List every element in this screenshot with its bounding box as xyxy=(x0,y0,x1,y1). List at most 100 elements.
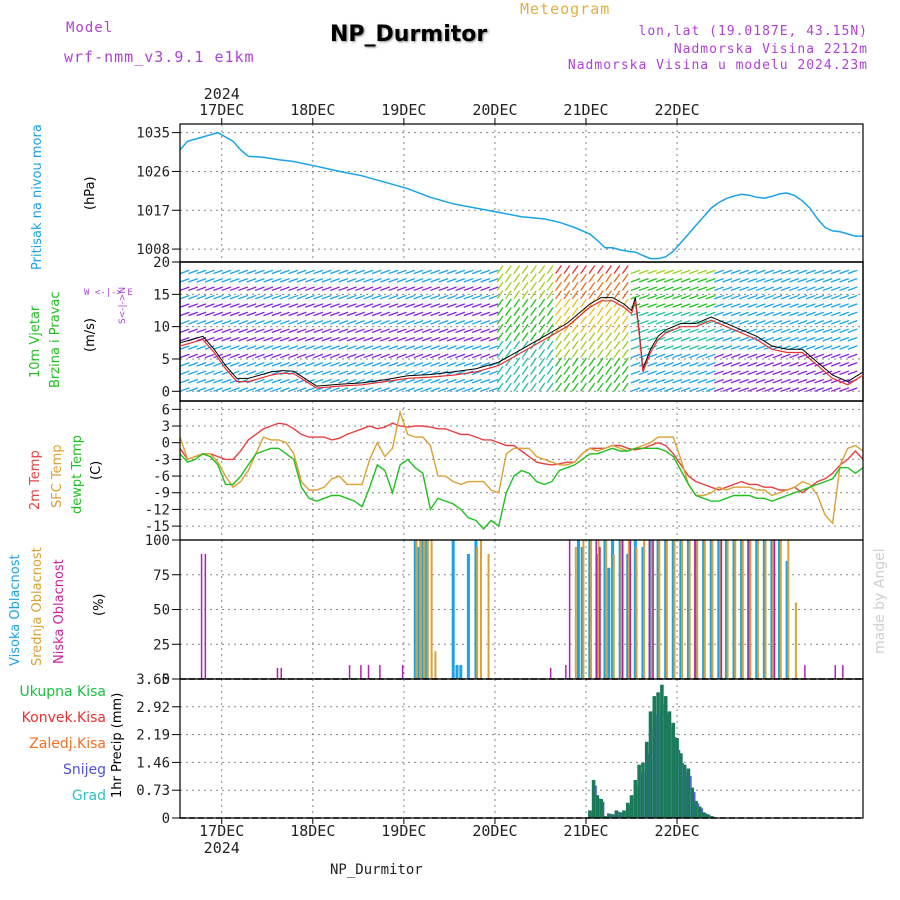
precip-bar xyxy=(652,696,657,818)
precip-bar xyxy=(633,779,638,818)
precip-bar xyxy=(671,722,676,818)
tick-label-precip-4: 2.92 xyxy=(136,700,170,716)
precip-bar xyxy=(682,764,687,818)
precip-bar xyxy=(599,798,603,818)
precip-bar xyxy=(622,810,626,818)
tick-label-temp-4: -3 xyxy=(153,452,170,468)
precip-bar xyxy=(603,816,607,818)
tick-label-cloud-0: 0 xyxy=(162,672,170,688)
day-label-top-4: 21DEC xyxy=(563,101,608,119)
precip-bar xyxy=(679,753,683,818)
tick-label-temp-5: 0 xyxy=(162,436,170,452)
tick-label-wind-2: 10 xyxy=(153,320,170,336)
year-label-bottom: 2024 xyxy=(204,839,240,857)
panel-frame-pressure xyxy=(179,123,864,263)
legend-hail: Grad xyxy=(71,788,106,804)
tick-label-precip-3: 2.19 xyxy=(136,728,170,744)
precip-bar xyxy=(591,779,596,818)
day-label-bottom-5: 22DEC xyxy=(654,822,699,840)
day-label-bottom-3: 20DEC xyxy=(472,822,517,840)
year-label-top: 2024 xyxy=(204,85,240,103)
page-title: NP_Durmitor xyxy=(330,22,488,47)
precip-bar xyxy=(618,812,622,818)
tick-label-precip-1: 0.73 xyxy=(136,783,170,799)
precip-bar xyxy=(644,741,649,818)
tick-label-temp-3: -6 xyxy=(153,469,170,485)
tick-label-temp-0: -15 xyxy=(145,519,170,535)
tick-label-cloud-2: 50 xyxy=(153,603,170,619)
day-label-bottom-2: 19DEC xyxy=(381,822,426,840)
day-label-top-3: 20DEC xyxy=(472,101,517,119)
wind-barbs xyxy=(179,265,858,392)
model-value: wrf-nmm_v3.9.1 e1km xyxy=(64,48,255,66)
tick-label-temp-7: 6 xyxy=(162,402,170,418)
precip-bar xyxy=(637,764,641,818)
tick-label-wind-4: 20 xyxy=(153,255,170,271)
precip-bar xyxy=(610,814,615,818)
precip-bar xyxy=(675,738,679,818)
precip-bar xyxy=(656,692,660,818)
day-label-top-5: 22DEC xyxy=(654,101,699,119)
temp-dewpt-line xyxy=(179,447,864,530)
tick-label-temp-2: -9 xyxy=(153,486,170,502)
tick-label-precip-0: 0 xyxy=(162,811,170,827)
day-label-top-2: 19DEC xyxy=(381,101,426,119)
precip-bar xyxy=(686,768,691,818)
wind-compass: W <-|-> E xyxy=(84,288,133,298)
precip-bar xyxy=(690,787,695,818)
precip-bar xyxy=(625,802,630,818)
precip-bar xyxy=(648,711,653,818)
tick-label-temp-1: -12 xyxy=(145,502,170,518)
precip-bar xyxy=(588,810,592,818)
legend-frz: Zaledj.Kisa xyxy=(29,736,106,752)
location-label: lon,lat (19.0187E, 43.15N) xyxy=(638,24,868,39)
footer-title: NP_Durmitor xyxy=(330,862,423,878)
temp-2m-line xyxy=(179,422,864,494)
day-label-bottom-0: 17DEC xyxy=(199,822,244,840)
precip-bar xyxy=(667,711,672,818)
day-label-bottom-4: 21DEC xyxy=(563,822,608,840)
tick-label-wind-1: 5 xyxy=(162,352,170,368)
tick-label-cloud-3: 75 xyxy=(153,568,170,584)
tick-label-temp-6: 3 xyxy=(162,419,170,435)
precip-bar xyxy=(709,816,714,818)
tick-label-precip-5: 3.65 xyxy=(136,672,170,688)
precip-bar xyxy=(629,795,634,818)
precip-bar xyxy=(698,806,702,818)
elevation-model-label: Nadmorska Visina u modelu 2024.23m xyxy=(567,58,868,73)
precip-snow-bar xyxy=(602,801,605,818)
tick-label-precip-2: 1.46 xyxy=(136,755,170,771)
precip-bar xyxy=(606,813,611,818)
tick-label-cloud-1: 25 xyxy=(153,637,170,653)
meteogram-label: Meteogram xyxy=(520,0,611,18)
tick-label-wind-3: 15 xyxy=(153,287,170,303)
tick-label-pressure-0: 1008 xyxy=(136,242,170,258)
precip-bar xyxy=(701,812,706,818)
precip-bar xyxy=(614,810,619,818)
tick-label-pressure-1: 1017 xyxy=(136,203,170,219)
legend-snow: Snijeg xyxy=(62,762,106,778)
pressure-line xyxy=(179,131,863,260)
precip-bar xyxy=(641,762,645,818)
panel-frame-precip xyxy=(179,678,864,819)
precip-bar xyxy=(595,795,600,818)
wind-speed-line xyxy=(179,300,864,389)
model-label: Model xyxy=(66,20,114,36)
temp-sfc-line xyxy=(179,409,864,525)
legend-total: Ukupna Kisa xyxy=(19,684,106,700)
day-label-top-1: 18DEC xyxy=(290,101,335,119)
precip-snow-bar xyxy=(713,816,715,818)
wind-gust-line xyxy=(179,297,864,387)
day-label-top-0: 17DEC xyxy=(199,101,244,119)
elevation-label: Nadmorska Visina 2212m xyxy=(673,42,868,57)
legend-conv: Konvek.Kisa xyxy=(21,710,106,726)
precip-bar xyxy=(705,814,710,818)
tick-label-pressure-2: 1026 xyxy=(136,164,170,180)
precip-bar xyxy=(663,696,668,818)
tick-label-wind-0: 0 xyxy=(162,384,170,400)
precip-bar xyxy=(694,800,698,818)
day-label-bottom-1: 18DEC xyxy=(290,822,335,840)
tick-label-cloud-4: 100 xyxy=(145,533,170,549)
precip-bar xyxy=(660,684,664,818)
